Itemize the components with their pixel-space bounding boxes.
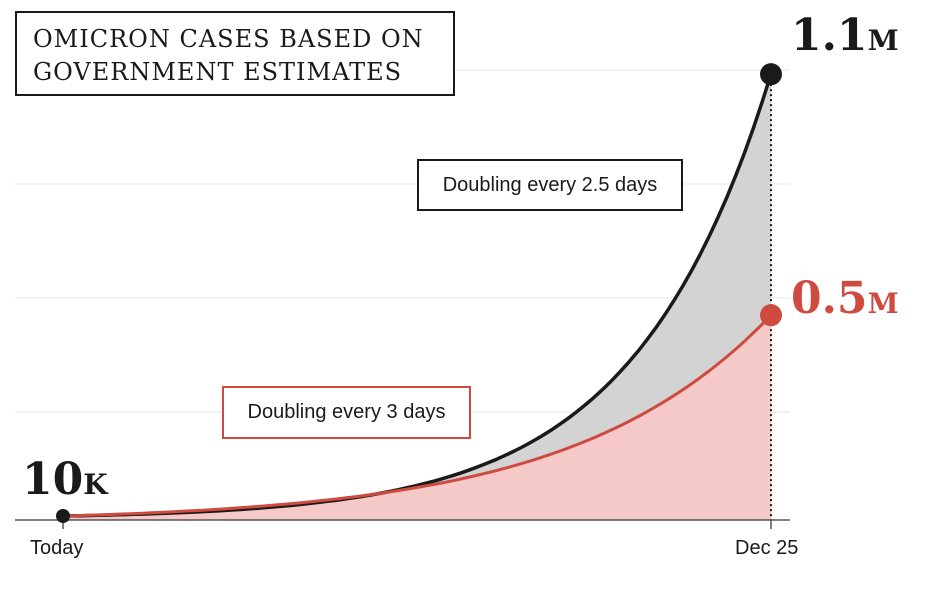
annotation-slow-doubling: Doubling every 3 days [222,386,471,439]
chart-title: OMICRON CASES BASED ON GOVERNMENT ESTIMA… [15,11,455,96]
slow-growth-area [63,315,771,520]
chart-title-line-2: GOVERNMENT ESTIMATES [33,58,403,86]
fast-end-point [760,63,782,86]
annotation-fast-doubling: Doubling every 2.5 days [417,159,683,211]
x-tick-label-dec-25: Dec 25 [735,537,799,559]
slow-growth-line [62,314,773,518]
slow-end-value-unit: M [867,287,899,320]
slow-end-value-label: 0.5M [791,277,899,321]
fast-end-value-number: 1.1 [791,10,868,61]
x-tick-label-today: Today [30,537,84,559]
slow-end-point [760,304,782,327]
start-value-unit: K [83,468,108,501]
chart-title-line-1: OMICRON CASES BASED ON [33,25,424,53]
fast-growth-area [63,74,771,520]
fast-end-value-label: 1.1M [791,14,899,58]
start-value-label: 10K [22,458,108,502]
fast-end-value-unit: M [867,24,899,57]
slow-end-value-number: 0.5 [791,273,868,324]
start-value-number: 10 [22,454,84,505]
start-point [56,509,70,523]
